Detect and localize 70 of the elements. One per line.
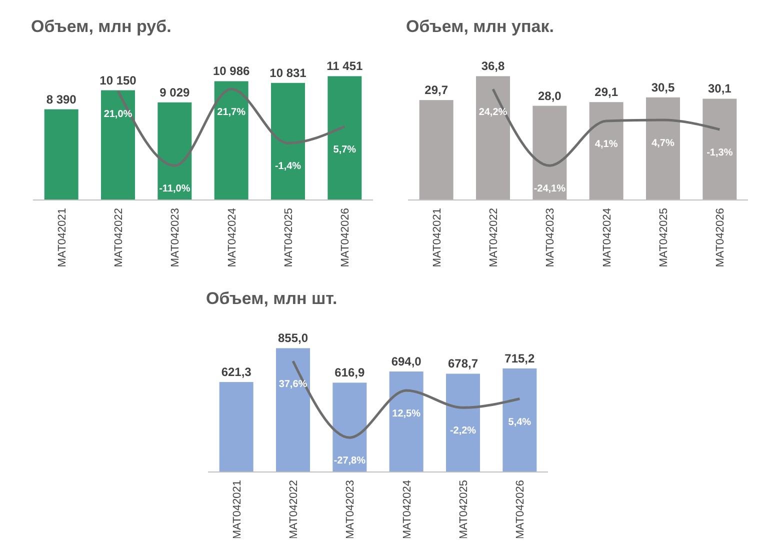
- x-tick-label: MAT042025: [458, 480, 470, 540]
- x-tick-label: MAT042022: [488, 208, 500, 268]
- x-tick-label: MAT042026: [340, 208, 352, 268]
- data-label: 11 451: [326, 59, 364, 74]
- x-tick-label: MAT042023: [544, 208, 557, 268]
- x-tick-label: MAT042023: [170, 208, 182, 268]
- bar: [502, 368, 537, 472]
- bar: [101, 90, 135, 200]
- x-tick-label: MAT042021: [231, 480, 244, 540]
- data-label: 4,7%: [652, 138, 675, 149]
- data-label: 694,0: [391, 354, 422, 369]
- bar: [328, 76, 362, 200]
- data-label: 10 986: [212, 64, 250, 78]
- bar: [476, 76, 510, 200]
- chart-title: Объем, млн упак.: [406, 17, 554, 36]
- chart-title: Объем, млн руб.: [31, 17, 172, 36]
- data-label: -1,4%: [274, 161, 302, 172]
- data-label: -11,0%: [159, 184, 190, 195]
- data-label: 616,9: [334, 366, 366, 380]
- bar: [332, 382, 367, 472]
- data-label: -27,8%: [334, 456, 366, 467]
- data-label: 10 150: [100, 73, 137, 88]
- data-label: 30,5: [651, 80, 675, 94]
- bar: [702, 98, 737, 200]
- x-tick-label: MAT042024: [226, 208, 238, 268]
- data-label: 855,0: [278, 331, 308, 346]
- x-tick-label: MAT042026: [714, 208, 727, 268]
- bar: [419, 100, 454, 200]
- bar: [532, 106, 567, 200]
- x-tick-label: MAT042022: [113, 208, 125, 268]
- data-label: 29,7: [424, 83, 448, 98]
- data-label: 4,1%: [594, 138, 618, 150]
- bar: [646, 97, 680, 200]
- x-tick-label: MAT042022: [288, 480, 300, 540]
- x-tick-label: MAT042024: [601, 208, 614, 268]
- data-label: 21,0%: [104, 108, 132, 120]
- data-label: -2,2%: [450, 426, 476, 437]
- x-tick-label: MAT042025: [658, 208, 670, 268]
- data-label: 36,8: [481, 59, 505, 74]
- data-label: 29,1: [594, 85, 618, 100]
- data-label: 5,4%: [508, 416, 532, 428]
- data-label: 21,7%: [217, 107, 246, 118]
- data-label: 621,3: [221, 365, 252, 380]
- x-tick-label: MAT042023: [344, 480, 357, 540]
- bar: [214, 81, 248, 200]
- data-label: -24,1%: [534, 184, 566, 195]
- data-label: 30,1: [708, 82, 732, 96]
- x-tick-label: MAT042025: [283, 208, 295, 268]
- data-label: 10 831: [270, 66, 307, 80]
- data-label: 28,0: [538, 88, 562, 103]
- x-tick-label: MAT042021: [56, 208, 68, 268]
- bar: [158, 102, 192, 200]
- bar: [44, 109, 78, 200]
- data-label: 5,7%: [333, 144, 356, 156]
- bar: [589, 102, 624, 200]
- bar: [219, 382, 254, 472]
- bar: [276, 348, 310, 472]
- x-tick-label: MAT042026: [514, 480, 527, 540]
- data-label: 12,5%: [392, 408, 421, 420]
- data-label: 8 390: [46, 92, 77, 106]
- data-label: 678,7: [448, 356, 478, 371]
- bar: [389, 372, 424, 472]
- data-label: 715,2: [504, 351, 536, 366]
- bar: [446, 374, 480, 472]
- data-label: -1,3%: [706, 147, 733, 158]
- bar: [271, 82, 305, 200]
- x-tick-label: MAT042024: [401, 480, 414, 540]
- x-tick-label: MAT042021: [431, 208, 444, 268]
- data-label: 9 029: [160, 85, 190, 100]
- chart-title: Объем, млн шт.: [206, 289, 338, 308]
